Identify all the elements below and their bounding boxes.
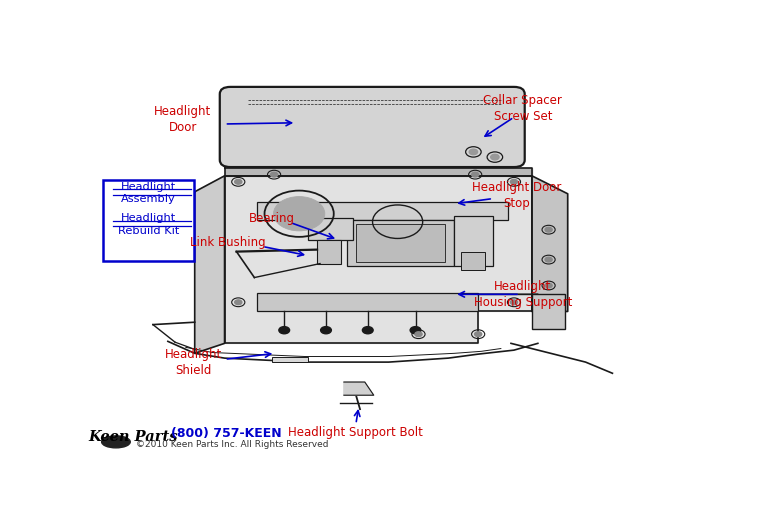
- Bar: [257, 202, 508, 220]
- Circle shape: [279, 327, 290, 334]
- FancyBboxPatch shape: [103, 180, 194, 261]
- Text: Headlight
Housing Support: Headlight Housing Support: [474, 280, 572, 309]
- Text: Bearing: Bearing: [249, 212, 295, 225]
- Bar: [356, 224, 445, 262]
- Text: (800) 757-KEEN: (800) 757-KEEN: [171, 427, 282, 440]
- Text: Collar Spacer
Screw Set: Collar Spacer Screw Set: [484, 94, 562, 123]
- Bar: [273, 357, 308, 362]
- Circle shape: [363, 327, 373, 334]
- Bar: [346, 220, 454, 266]
- Circle shape: [490, 154, 499, 160]
- Text: Link Bushing: Link Bushing: [189, 236, 266, 249]
- Text: Headlight Support Bolt: Headlight Support Bolt: [289, 426, 424, 439]
- Bar: [532, 294, 564, 329]
- Circle shape: [545, 227, 552, 232]
- Circle shape: [273, 196, 325, 231]
- Text: Headlight
Door: Headlight Door: [154, 106, 212, 135]
- Polygon shape: [344, 382, 373, 395]
- Circle shape: [270, 172, 278, 177]
- Text: ©2010 Keen Parts Inc. All Rights Reserved: ©2010 Keen Parts Inc. All Rights Reserve…: [136, 440, 329, 449]
- Bar: [308, 218, 353, 240]
- Circle shape: [469, 149, 477, 155]
- Bar: [257, 294, 478, 311]
- Circle shape: [474, 332, 482, 337]
- Text: Headlight
Shield: Headlight Shield: [165, 348, 223, 377]
- Circle shape: [471, 172, 479, 177]
- Bar: [454, 215, 493, 266]
- Bar: [317, 240, 341, 264]
- Circle shape: [235, 300, 242, 305]
- FancyBboxPatch shape: [219, 87, 524, 167]
- Circle shape: [410, 327, 421, 334]
- Ellipse shape: [102, 436, 130, 448]
- Circle shape: [235, 179, 242, 184]
- Text: Headlight Door
Stop: Headlight Door Stop: [472, 181, 561, 210]
- Polygon shape: [225, 176, 532, 343]
- Polygon shape: [225, 168, 532, 176]
- Polygon shape: [532, 176, 567, 311]
- Circle shape: [320, 327, 331, 334]
- Text: Headlight
Rebuild Kit: Headlight Rebuild Kit: [118, 213, 179, 236]
- Bar: [461, 252, 485, 270]
- Polygon shape: [195, 176, 225, 353]
- Circle shape: [545, 283, 552, 288]
- Circle shape: [511, 300, 517, 305]
- Text: Headlight
Assembly: Headlight Assembly: [121, 182, 176, 205]
- Circle shape: [511, 179, 517, 184]
- Circle shape: [545, 257, 552, 262]
- Text: Keen Parts: Keen Parts: [89, 430, 178, 444]
- Circle shape: [415, 332, 422, 337]
